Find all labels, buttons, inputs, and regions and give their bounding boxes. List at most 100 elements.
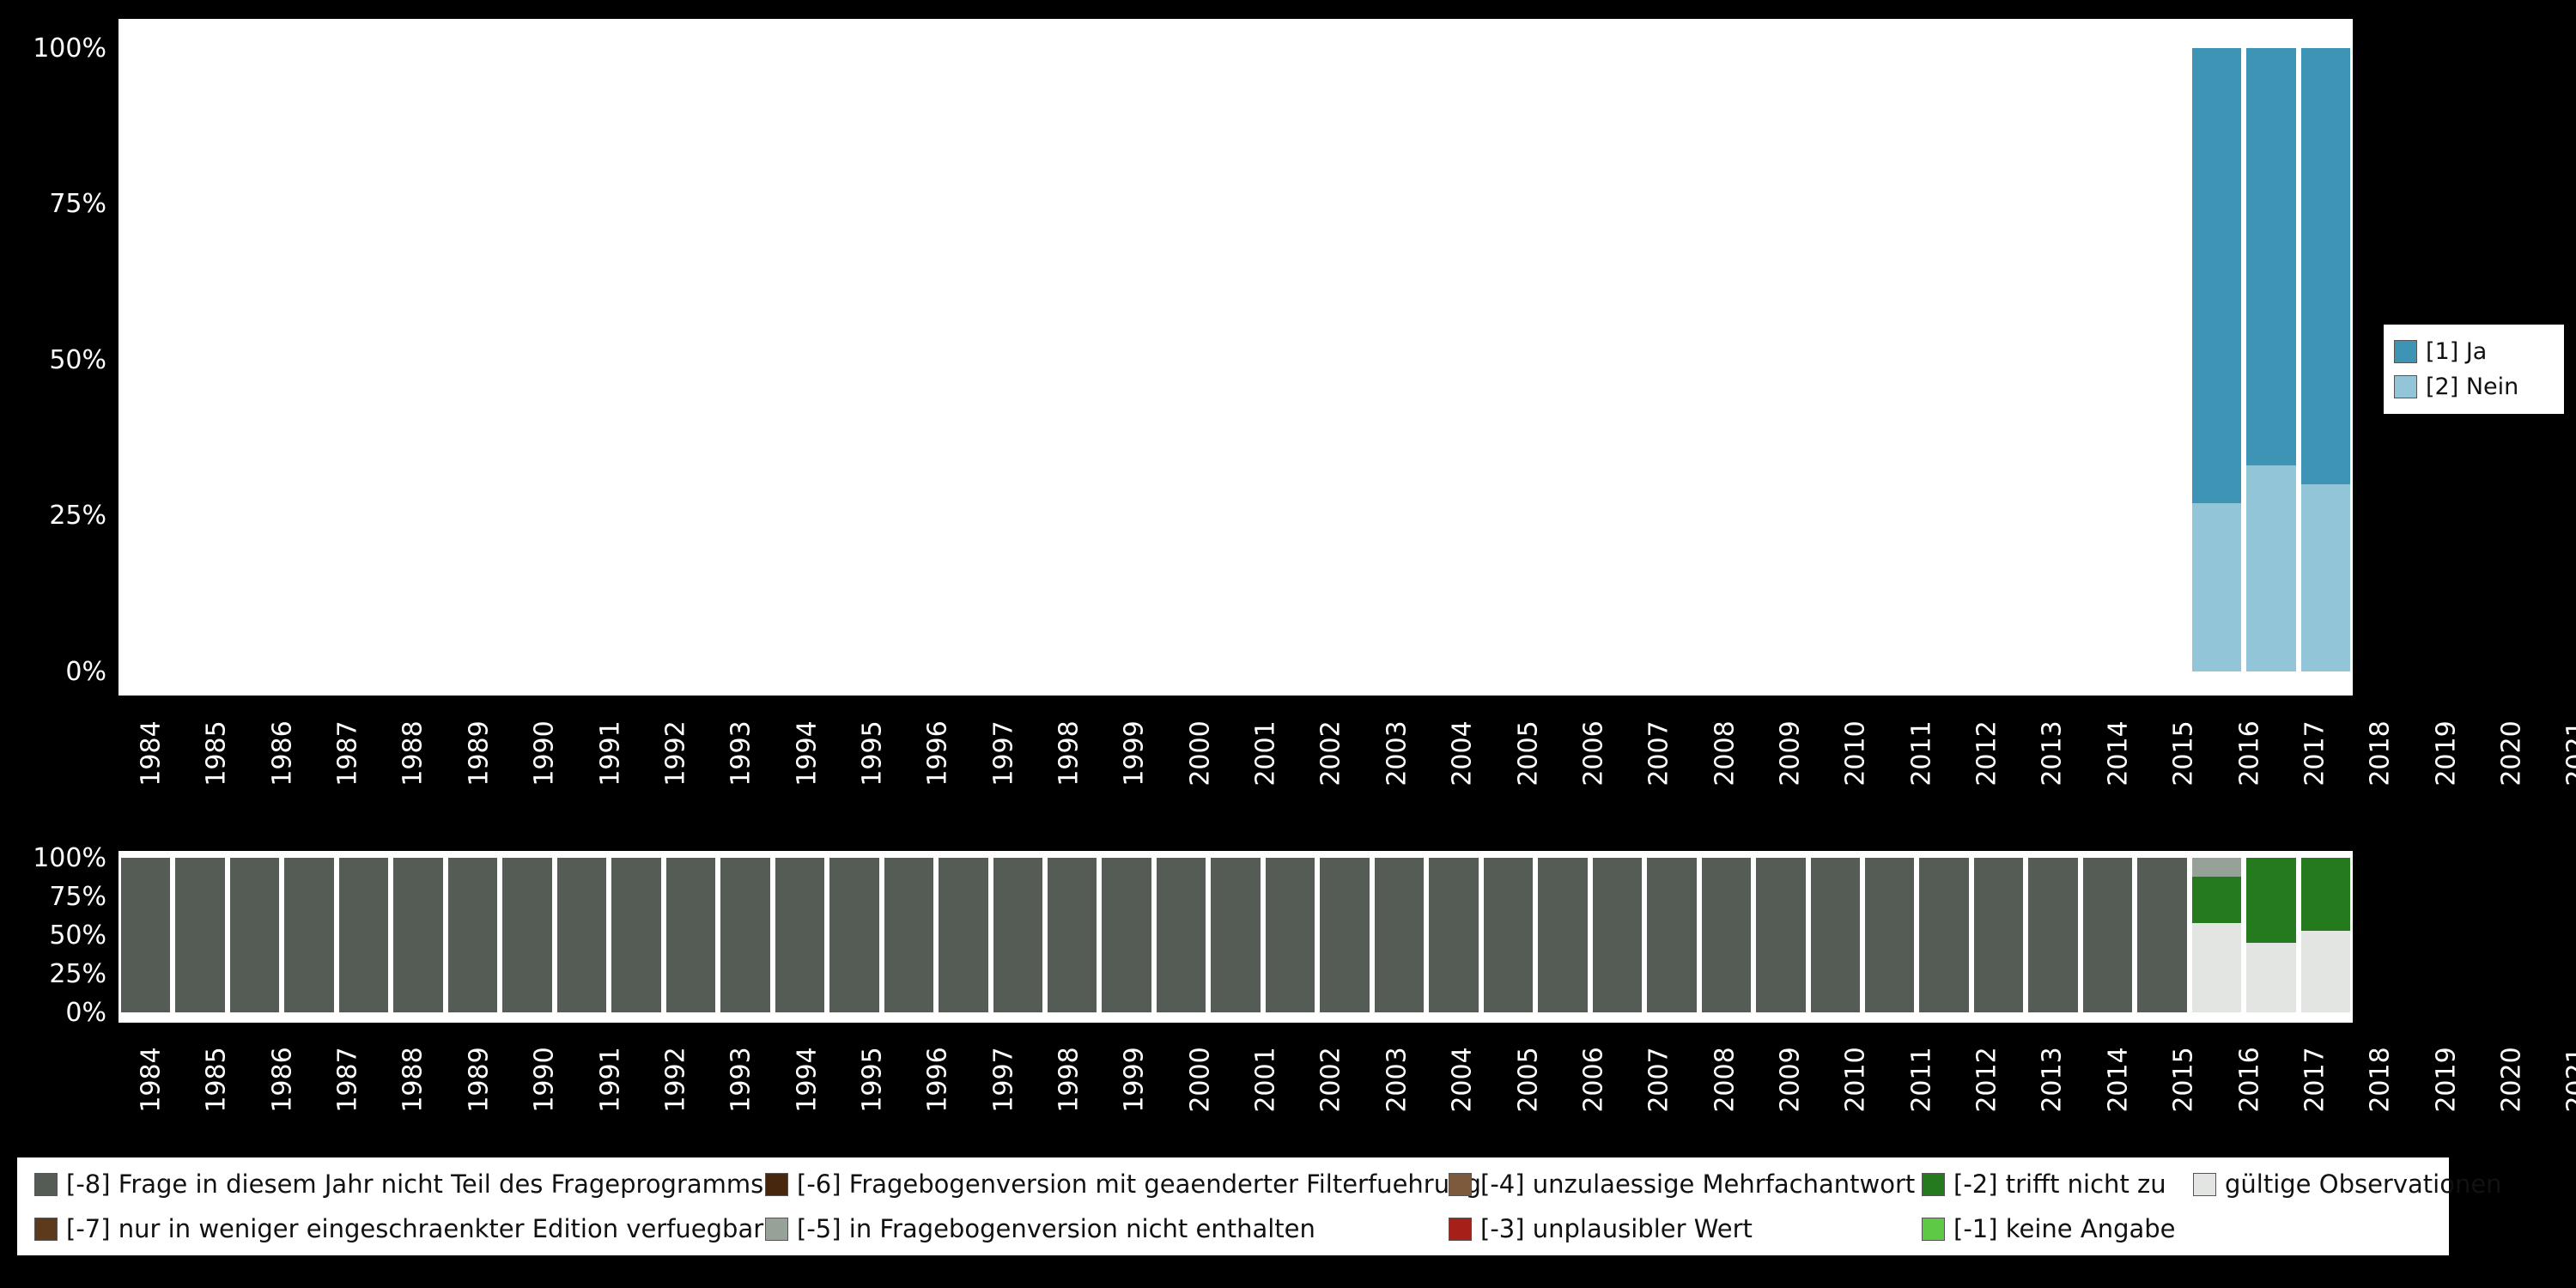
bar-2001[interactable] [1047, 858, 1097, 1012]
bar-2024[interactable] [2300, 858, 2351, 1012]
bar-segment[interactable] [1374, 858, 1425, 1012]
bar-1991[interactable] [502, 48, 551, 671]
bar-2018[interactable] [1974, 48, 2023, 671]
bar-2017[interactable] [1919, 858, 1969, 1012]
bar-2007[interactable] [1375, 48, 1424, 671]
bar-segment[interactable] [1429, 858, 1479, 1012]
bar-2005[interactable] [1265, 858, 1315, 1012]
bar-segment[interactable] [2191, 48, 2242, 503]
bar-2012[interactable] [1647, 858, 1697, 1012]
bar-2013[interactable] [1702, 48, 1751, 671]
bar-2003[interactable] [1156, 858, 1206, 1012]
bar-segment[interactable] [1756, 858, 1806, 1012]
bar-2016[interactable] [1865, 858, 1915, 1012]
bar-1997[interactable] [829, 48, 878, 671]
bar-2002[interactable] [1102, 858, 1151, 1012]
bar-segment[interactable] [2246, 48, 2296, 466]
bar-2008[interactable] [1429, 48, 1478, 671]
bar-segment[interactable] [2246, 465, 2296, 671]
bar-2004[interactable] [1211, 48, 1260, 671]
bar-2019[interactable] [2028, 48, 2077, 671]
bar-2009[interactable] [1483, 858, 1534, 1012]
bar-segment[interactable] [884, 858, 934, 1012]
bar-segment[interactable] [1701, 858, 1752, 1012]
bar-2022[interactable] [2191, 858, 2242, 1012]
bar-segment[interactable] [1483, 858, 1534, 1012]
bar-2010[interactable] [1538, 48, 1587, 671]
bar-segment[interactable] [1973, 858, 2024, 1012]
bar-segment[interactable] [1320, 858, 1370, 1012]
bar-2023[interactable] [2246, 48, 2296, 671]
bar-segment[interactable] [338, 858, 389, 1012]
bar-2023[interactable] [2246, 858, 2296, 1012]
bar-segment[interactable] [1919, 858, 1969, 1012]
bar-2019[interactable] [2028, 858, 2078, 1012]
bar-2007[interactable] [1374, 858, 1425, 1012]
bar-segment[interactable] [2082, 858, 2133, 1012]
bar-segment[interactable] [611, 858, 661, 1012]
bar-segment[interactable] [556, 858, 607, 1012]
bar-1991[interactable] [502, 858, 552, 1012]
bar-1990[interactable] [447, 858, 498, 1012]
bar-segment[interactable] [1211, 858, 1261, 1012]
bar-2013[interactable] [1701, 858, 1752, 1012]
bar-1995[interactable] [720, 858, 770, 1012]
bar-1989[interactable] [393, 858, 443, 1012]
bar-2022[interactable] [2191, 48, 2242, 671]
bar-2006[interactable] [1320, 858, 1370, 1012]
bar-2018[interactable] [1973, 858, 2024, 1012]
bar-segment[interactable] [2300, 48, 2351, 485]
bar-1984[interactable] [121, 48, 170, 671]
bar-2001[interactable] [1048, 48, 1097, 671]
bar-2016[interactable] [1865, 48, 1914, 671]
bar-2006[interactable] [1320, 48, 1369, 671]
bar-segment[interactable] [1538, 858, 1588, 1012]
bar-1999[interactable] [939, 858, 988, 1012]
bar-segment[interactable] [993, 858, 1042, 1012]
bar-2008[interactable] [1429, 858, 1479, 1012]
bar-segment[interactable] [720, 858, 770, 1012]
bar-2020[interactable] [2083, 48, 2132, 671]
bar-segment[interactable] [121, 858, 171, 1012]
bar-1999[interactable] [939, 48, 987, 671]
bar-2021[interactable] [2137, 858, 2187, 1012]
bar-segment[interactable] [502, 858, 552, 1012]
bar-1996[interactable] [775, 48, 824, 671]
bar-2000[interactable] [993, 48, 1042, 671]
bar-2014[interactable] [1756, 858, 1806, 1012]
bar-1990[interactable] [448, 48, 497, 671]
bar-segment[interactable] [175, 858, 225, 1012]
bar-1985[interactable] [175, 858, 225, 1012]
bar-segment[interactable] [1810, 858, 1860, 1012]
bar-2015[interactable] [1811, 48, 1860, 671]
bar-segment[interactable] [2137, 858, 2187, 1012]
bar-1998[interactable] [884, 858, 934, 1012]
bar-1994[interactable] [665, 858, 716, 1012]
bar-segment[interactable] [2246, 943, 2296, 1012]
bar-segment[interactable] [2191, 502, 2242, 671]
bar-segment[interactable] [939, 858, 988, 1012]
bar-segment[interactable] [1647, 858, 1697, 1012]
bar-segment[interactable] [2191, 858, 2242, 877]
bar-1993[interactable] [611, 858, 661, 1012]
bar-1984[interactable] [121, 858, 171, 1012]
bar-2000[interactable] [993, 858, 1042, 1012]
bar-2011[interactable] [1592, 858, 1643, 1012]
bar-1992[interactable] [557, 48, 606, 671]
bar-segment[interactable] [1265, 858, 1315, 1012]
bar-segment[interactable] [1047, 858, 1097, 1012]
bar-segment[interactable] [1102, 858, 1151, 1012]
bar-2024[interactable] [2300, 48, 2351, 671]
bar-segment[interactable] [1865, 858, 1915, 1012]
bar-segment[interactable] [2300, 484, 2351, 671]
bar-1997[interactable] [829, 858, 879, 1012]
bar-1986[interactable] [229, 858, 280, 1012]
bar-1988[interactable] [338, 858, 389, 1012]
bar-2003[interactable] [1157, 48, 1206, 671]
bar-1998[interactable] [884, 48, 933, 671]
bar-1992[interactable] [556, 858, 607, 1012]
bar-2020[interactable] [2082, 858, 2133, 1012]
bar-segment[interactable] [665, 858, 716, 1012]
bar-segment[interactable] [393, 858, 443, 1012]
bar-segment[interactable] [775, 858, 825, 1012]
